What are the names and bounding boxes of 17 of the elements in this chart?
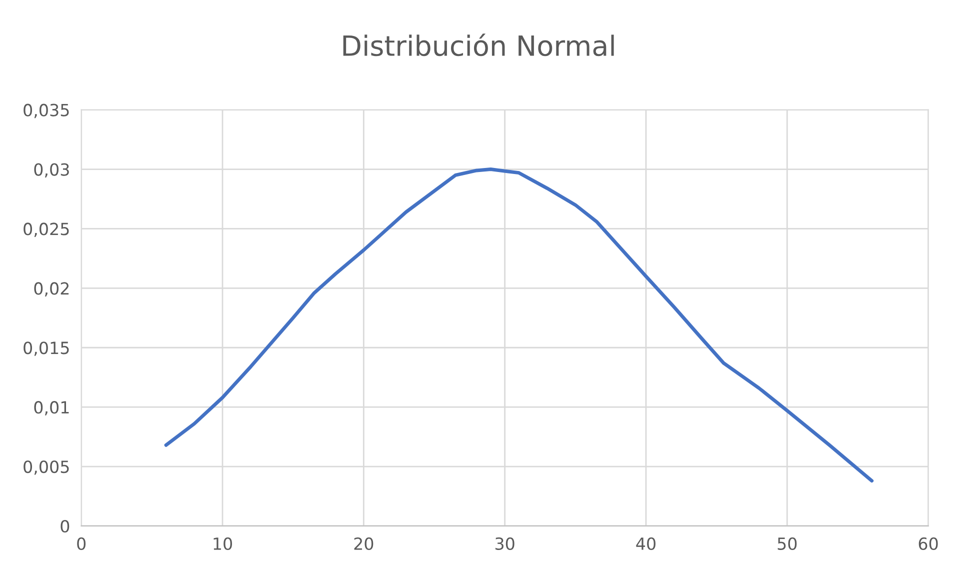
y-tick-label: 0,025 <box>24 222 69 237</box>
x-tick-label: 20 <box>354 537 374 550</box>
x-tick-label: 50 <box>778 537 797 550</box>
x-tick-label: 10 <box>214 537 232 550</box>
x-tick-label: 30 <box>495 537 514 550</box>
y-tick-label: 0 <box>60 520 70 533</box>
y-tick-label: 0,035 <box>24 104 69 118</box>
y-tick-label: 0,005 <box>24 460 69 475</box>
x-tick-label: 40 <box>636 537 656 550</box>
y-tick-label: 0,03 <box>34 163 69 178</box>
chart-title: Distribución Normal <box>343 34 614 56</box>
y-tick-label: 0,015 <box>24 342 69 356</box>
y-tick-label: 0,01 <box>34 401 69 416</box>
x-tick-label: 0 <box>77 537 86 550</box>
line-series <box>164 168 874 483</box>
y-tick-label: 0,02 <box>34 282 69 296</box>
x-tick-label: 60 <box>918 537 938 550</box>
